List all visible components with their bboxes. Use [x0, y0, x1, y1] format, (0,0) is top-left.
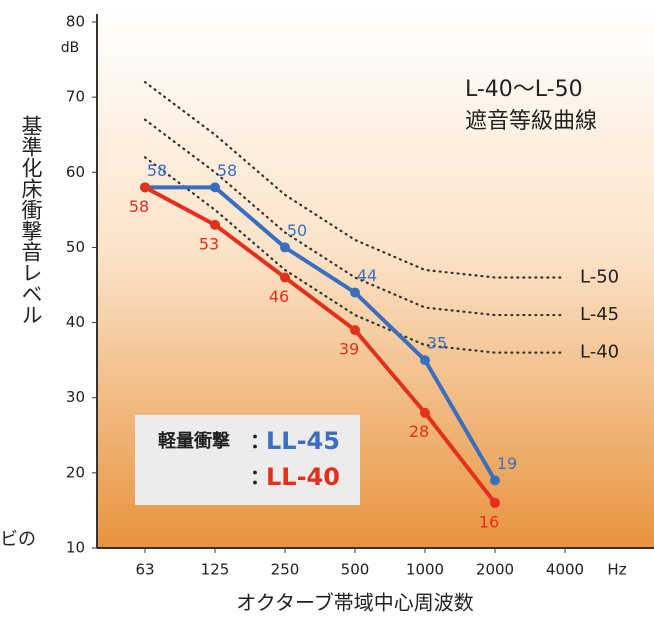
legend-entry: LL-40: [266, 463, 340, 491]
data-label: 46: [269, 287, 289, 306]
reference-curve: [143, 156, 567, 354]
data-label: 35: [427, 334, 447, 353]
data-label: 28: [409, 422, 429, 441]
y-tick-label: 70: [66, 88, 85, 106]
data-point: [490, 475, 500, 486]
reference-curve: [143, 81, 567, 279]
y-tick-label: 60: [66, 163, 85, 181]
data-point: [490, 497, 500, 508]
data-label: 44: [357, 266, 377, 285]
chart-subtitle: 遮音等級曲線: [465, 109, 597, 134]
data-point: [210, 219, 220, 230]
y-unit: dB: [61, 40, 80, 56]
data-label: 53: [199, 234, 219, 253]
data-point: [140, 182, 150, 193]
reference-curve-label: L-45: [580, 304, 619, 325]
data-point: [420, 355, 430, 366]
x-tick-label: 1000: [406, 561, 444, 579]
x-axis-title: オクターブ帯域中心周波数: [236, 591, 474, 615]
data-point: [210, 182, 220, 193]
x-tick-label: 500: [341, 561, 370, 579]
legend-separator: ：: [250, 429, 270, 453]
chart-title: L-40～L-50: [465, 77, 583, 102]
y-tick-label: 20: [66, 463, 85, 481]
legend-separator: ：: [250, 465, 270, 489]
series-line: [145, 185, 497, 482]
text-fragment: ビの: [0, 529, 36, 550]
data-point: [280, 242, 290, 253]
data-label: 19: [497, 454, 517, 473]
data-label: 39: [339, 340, 359, 359]
data-point: [350, 287, 360, 298]
data-point: [420, 407, 430, 418]
data-label: 16: [479, 512, 499, 531]
data-point: [350, 325, 360, 336]
series-line: [144, 185, 497, 505]
reference-curve-label: L-50: [580, 266, 619, 287]
y-tick-label: 30: [66, 388, 85, 406]
data-point: [280, 272, 290, 283]
reference-curve-label: L-40: [580, 342, 619, 363]
data-label: 50: [287, 221, 307, 240]
data-label: 58: [147, 161, 167, 180]
y-axis-title: 基準化床衝撃音レベル: [19, 115, 43, 325]
legend-entry: LL-45: [266, 427, 340, 455]
data-label: 58: [217, 161, 237, 180]
reference-curve: [143, 118, 567, 317]
y-tick-label: 40: [66, 313, 85, 331]
x-tick-label: 63: [135, 561, 154, 579]
x-tick-label: 125: [201, 561, 230, 579]
y-tick-label: 10: [66, 539, 85, 557]
y-tick-label: 80: [66, 13, 85, 31]
x-unit: Hz: [607, 561, 626, 579]
legend-title: 軽量衝撃: [158, 430, 230, 452]
data-label: 58: [129, 197, 149, 216]
x-tick-label: 4000: [546, 561, 584, 579]
legend-box: [135, 415, 360, 505]
y-tick-label: 50: [66, 238, 85, 256]
x-tick-label: 250: [271, 561, 300, 579]
x-tick-label: 2000: [476, 561, 514, 579]
